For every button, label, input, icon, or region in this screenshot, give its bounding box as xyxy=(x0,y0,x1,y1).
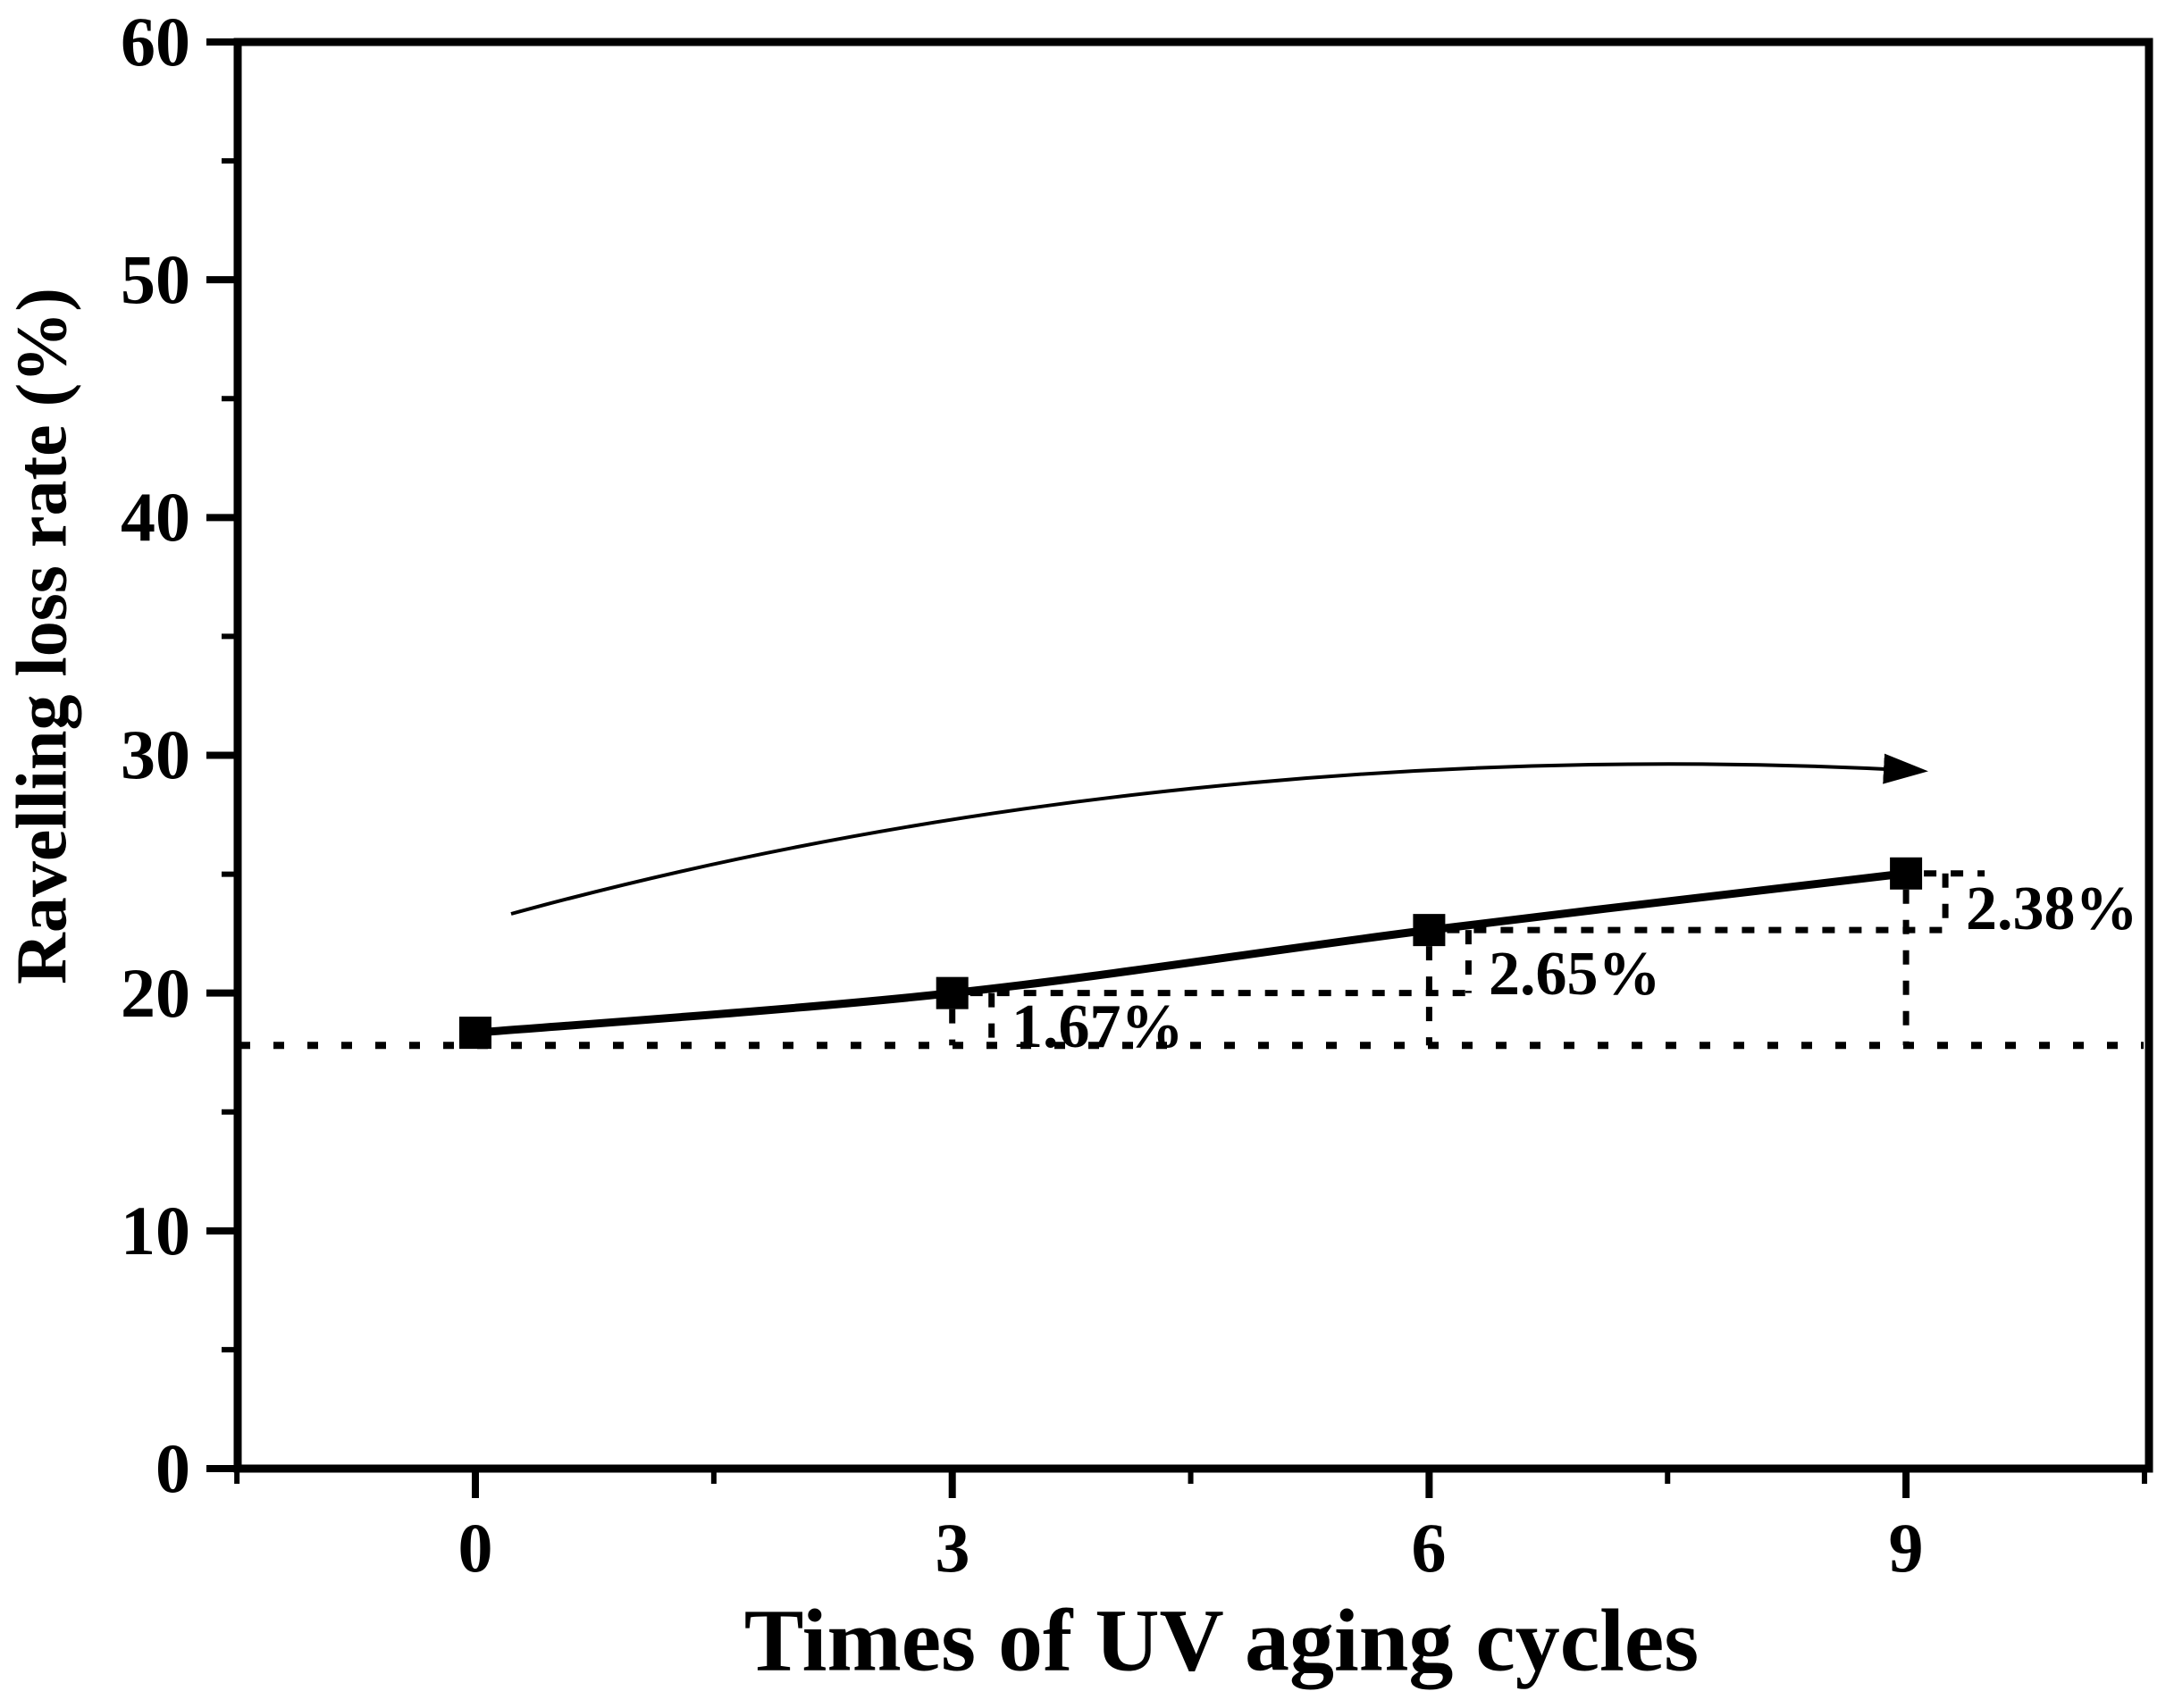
y-tick-label: 10 xyxy=(121,1192,190,1269)
y-tick-label: 20 xyxy=(121,954,190,1032)
x-axis-title: Times of UV aging cycles xyxy=(743,1590,1700,1690)
y-axis-title: Ravelling loss rate (%) xyxy=(3,288,82,984)
step-annotation: 2.38% xyxy=(1966,875,2138,943)
y-tick-label: 60 xyxy=(121,3,190,80)
data-point xyxy=(1413,914,1446,947)
x-tick-label: 6 xyxy=(1411,1509,1447,1587)
y-tick-label: 30 xyxy=(121,716,190,793)
y-tick-label: 0 xyxy=(155,1429,190,1507)
y-tick-label: 50 xyxy=(121,240,190,318)
plot-border xyxy=(233,38,2153,1473)
data-point xyxy=(1890,857,1923,890)
series-line xyxy=(474,869,1907,1037)
x-tick-label: 3 xyxy=(935,1509,970,1587)
data-point xyxy=(459,1017,491,1050)
x-tick-label: 9 xyxy=(1888,1509,1924,1587)
data-point xyxy=(936,976,969,1009)
y-tick-label: 40 xyxy=(121,478,190,556)
step-annotation: 2.65% xyxy=(1489,940,1661,1009)
x-tick-label: 0 xyxy=(457,1509,493,1587)
step-annotation: 1.67% xyxy=(1011,992,1184,1061)
trend-arrow xyxy=(510,753,1928,916)
